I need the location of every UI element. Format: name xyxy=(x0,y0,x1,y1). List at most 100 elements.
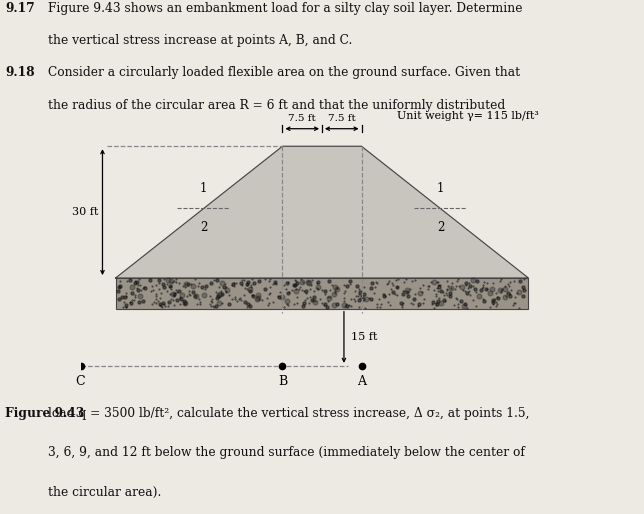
Point xyxy=(155,294,166,302)
Point xyxy=(169,277,180,285)
Point xyxy=(431,284,442,292)
Point xyxy=(505,290,515,298)
Point xyxy=(429,278,439,286)
Point xyxy=(451,294,462,302)
Point xyxy=(403,292,413,300)
Point xyxy=(151,299,161,307)
Point xyxy=(460,300,470,308)
Point xyxy=(329,290,339,299)
Point xyxy=(115,282,125,290)
Point xyxy=(242,280,252,288)
Point xyxy=(492,293,502,301)
Point xyxy=(431,290,441,298)
Point xyxy=(332,285,342,293)
Point xyxy=(461,279,471,287)
Point xyxy=(207,298,218,306)
Point xyxy=(408,300,419,308)
Point xyxy=(151,290,161,299)
Point xyxy=(410,289,421,298)
Point xyxy=(397,303,407,311)
Point xyxy=(447,279,457,287)
Point xyxy=(518,292,529,300)
Point xyxy=(283,278,293,286)
Point xyxy=(234,295,244,303)
Point xyxy=(435,281,445,289)
Point xyxy=(352,282,362,290)
Point xyxy=(462,304,472,312)
Point xyxy=(246,283,256,291)
Point xyxy=(151,291,161,300)
Point xyxy=(180,299,191,307)
Point xyxy=(303,278,313,286)
Point xyxy=(270,279,280,287)
Point xyxy=(130,291,140,299)
Point xyxy=(283,301,293,309)
Point xyxy=(239,291,249,299)
Point xyxy=(453,282,464,290)
Point xyxy=(397,301,407,309)
Point xyxy=(405,285,415,293)
Point xyxy=(349,295,359,303)
Point xyxy=(306,281,316,289)
Point xyxy=(496,288,506,296)
Point xyxy=(510,299,520,307)
Point xyxy=(356,292,366,300)
Point xyxy=(317,299,327,307)
Point xyxy=(248,291,258,300)
Point xyxy=(472,277,482,285)
Point xyxy=(169,292,180,301)
Point xyxy=(296,286,307,295)
Point xyxy=(169,289,180,298)
Point xyxy=(247,291,258,300)
Point xyxy=(253,293,263,302)
Point xyxy=(283,288,294,297)
Point xyxy=(232,297,243,305)
Point xyxy=(482,279,492,287)
Point xyxy=(211,288,221,296)
Point xyxy=(156,303,167,311)
Point xyxy=(184,287,194,295)
Point xyxy=(317,285,328,293)
Point xyxy=(384,277,395,285)
Point xyxy=(257,296,267,304)
Point xyxy=(206,297,216,305)
Point xyxy=(418,299,428,307)
Point xyxy=(329,301,339,309)
Point xyxy=(113,287,124,296)
Point xyxy=(479,278,489,286)
Point xyxy=(429,286,439,294)
Text: 9.18: 9.18 xyxy=(5,66,35,79)
Point xyxy=(304,279,314,287)
Point xyxy=(518,283,528,291)
Point xyxy=(479,297,489,305)
Point xyxy=(254,277,265,285)
Point xyxy=(215,290,225,299)
Point xyxy=(214,299,224,307)
Point xyxy=(139,283,149,291)
Bar xyxy=(116,278,528,309)
Point xyxy=(397,299,408,307)
Point xyxy=(179,300,189,308)
Point xyxy=(339,289,349,298)
Text: Figure 9.43 shows an embankment load for a silty clay soil layer. Determine: Figure 9.43 shows an embankment load for… xyxy=(48,2,523,15)
Point xyxy=(415,289,425,297)
Point xyxy=(180,299,191,307)
Point xyxy=(446,283,456,291)
Text: 1: 1 xyxy=(437,181,444,195)
Point xyxy=(192,300,202,308)
Point xyxy=(491,298,502,306)
Point xyxy=(342,282,352,290)
Point xyxy=(506,286,516,294)
Point xyxy=(171,278,181,286)
Point xyxy=(292,299,302,307)
Point xyxy=(282,297,292,305)
Point xyxy=(339,294,350,302)
Point xyxy=(146,287,156,296)
Point xyxy=(386,279,397,287)
Point xyxy=(151,281,162,289)
Point xyxy=(180,280,191,288)
Point xyxy=(465,290,475,299)
Point xyxy=(350,287,361,295)
Point xyxy=(364,294,374,302)
Point xyxy=(319,289,330,298)
